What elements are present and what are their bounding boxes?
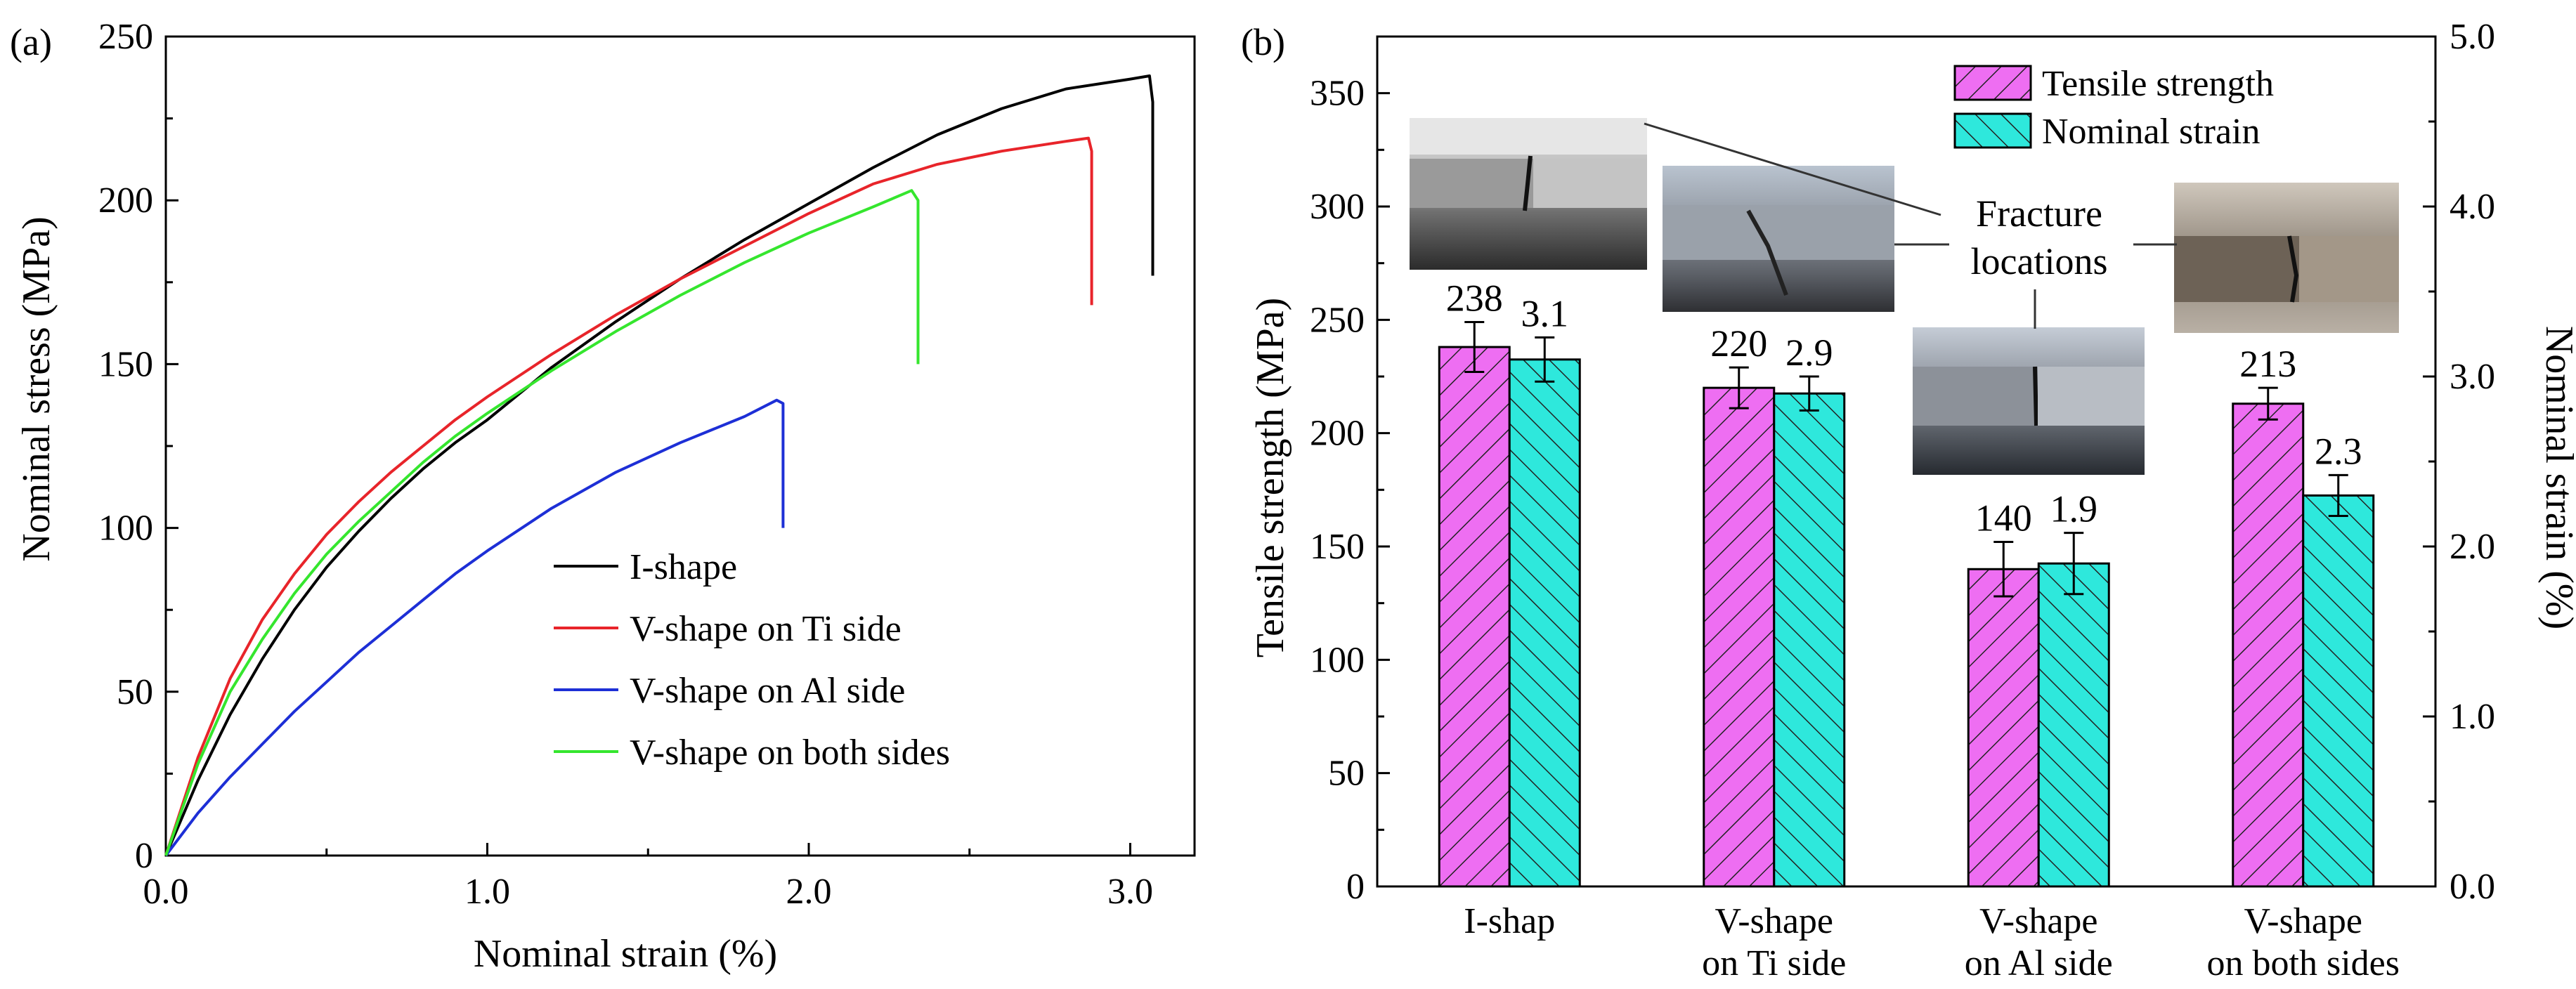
series-line-v-shape-on-both-sides bbox=[164, 189, 920, 856]
bar-nominal-strain-3 bbox=[2302, 494, 2375, 888]
legend-text-tensile-strength: Tensile strength bbox=[2042, 64, 2274, 104]
photo-i-shape-crack bbox=[1523, 155, 1533, 211]
value-label-nominal-strain-2: 1.9 bbox=[2050, 488, 2098, 530]
bar-tensile-strength-1 bbox=[1703, 386, 1776, 888]
panel-a: (a) 0 50 100 150 200 250 0.0 1.0 2.0 3.0 Nominal … bbox=[10, 17, 1196, 976]
right-y-tick-label-5.0: 5.0 bbox=[2450, 17, 2495, 57]
legend-item-v-shape-both: V-shape on both sides bbox=[554, 733, 950, 773]
value-label-tensile-strength-3: 213 bbox=[2239, 343, 2296, 385]
left-y-tick-label-350: 350 bbox=[1310, 74, 1365, 114]
panel-b-y2-axis-title: Nominal strain (%) bbox=[2537, 326, 2576, 629]
legend-text-v-shape-al: V-shape on Al side bbox=[630, 671, 905, 711]
right-y-tick-label-3.0: 3.0 bbox=[2450, 357, 2495, 397]
panel-b-legend: Tensile strength Nominal strain bbox=[1953, 64, 2274, 152]
photo-v-al-crack bbox=[2033, 366, 2038, 426]
category-label-v-shape-on-both-sides-0: V-shape bbox=[2244, 901, 2363, 941]
value-label-nominal-strain-1: 2.9 bbox=[1785, 332, 1833, 374]
value-label-tensile-strength-2: 140 bbox=[1975, 497, 2032, 539]
legend-text-nominal-strain: Nominal strain bbox=[2042, 112, 2260, 152]
right-y-tick-label-1.0: 1.0 bbox=[2450, 697, 2495, 737]
left-y-tick-label-0: 0 bbox=[1346, 867, 1365, 907]
y-tick-label-150: 150 bbox=[98, 344, 153, 384]
y-tick-label-100: 100 bbox=[98, 509, 153, 549]
panel-a-tick-labels: 0 50 100 150 200 250 0.0 1.0 2.0 3.0 bbox=[98, 17, 1153, 912]
legend-text-i-shape: I-shape bbox=[630, 547, 737, 587]
right-y-tick-label-0.0: 0.0 bbox=[2450, 867, 2495, 907]
fracture-locations-annotation: Fracture locations bbox=[1644, 122, 2177, 329]
left-y-tick-label-100: 100 bbox=[1310, 640, 1365, 680]
category-label-v-shape-on-both-sides-1: on both sides bbox=[2207, 943, 2400, 983]
panel-b-y-axis-title: Tensile strength (MPa) bbox=[1249, 298, 1292, 657]
left-y-tick-label-200: 200 bbox=[1310, 414, 1365, 454]
photo-v-ti-crack bbox=[1746, 209, 1788, 296]
legend-text-v-shape-both: V-shape on both sides bbox=[630, 733, 950, 773]
panel-b-tick-labels: 0 50 100 150 200 250 300 350 0.0 1.0 2.0 3.0 4.0 5.0 I… bbox=[1310, 17, 2495, 983]
value-label-nominal-strain-3: 2.3 bbox=[2315, 430, 2362, 472]
panel-a-series-group bbox=[164, 74, 1154, 857]
series-line-v-shape-on-ti-side bbox=[164, 136, 1093, 856]
panel-a-legend: I-shape V-shape on Ti side V-shape on Al… bbox=[554, 547, 950, 773]
fracture-pointer-1 bbox=[1644, 122, 1941, 216]
panel-a-x-axis-title: Nominal strain (%) bbox=[474, 932, 777, 976]
x-tick-label-1.0: 1.0 bbox=[464, 872, 510, 912]
fracture-photo-v-shape-both bbox=[2174, 183, 2399, 333]
legend-item-v-shape-al: V-shape on Al side bbox=[554, 671, 905, 711]
bar-tensile-strength-2 bbox=[1967, 568, 2040, 888]
panel-b-axes bbox=[1376, 35, 2437, 888]
photo-i-shape-right-metal bbox=[1533, 159, 1647, 208]
legend-item-v-shape-ti: V-shape on Ti side bbox=[554, 609, 902, 649]
photo-i-shape-sky bbox=[1410, 118, 1647, 155]
legend-swatch-nominal-strain bbox=[1953, 112, 2032, 149]
legend-item-i-shape: I-shape bbox=[554, 547, 737, 587]
y-tick-label-200: 200 bbox=[98, 181, 153, 221]
legend-swatch-tensile-strength bbox=[1953, 65, 2032, 101]
fracture-photo-v-shape-al bbox=[1913, 327, 2145, 475]
legend-text-v-shape-ti: V-shape on Ti side bbox=[630, 609, 902, 649]
fracture-label-line-1: Fracture bbox=[1976, 192, 2102, 235]
x-tick-label-2.0: 2.0 bbox=[786, 872, 832, 912]
panel-b-label: (b) bbox=[1241, 21, 1285, 63]
panel-a-label: (a) bbox=[10, 21, 52, 63]
y-tick-label-250: 250 bbox=[98, 17, 153, 57]
x-tick-label-3.0: 3.0 bbox=[1107, 872, 1153, 912]
right-y-tick-label-2.0: 2.0 bbox=[2450, 527, 2495, 567]
fracture-label-line-2: locations bbox=[1971, 240, 2108, 282]
photo-v-both-right-metal bbox=[2299, 236, 2399, 302]
bar-nominal-strain-1 bbox=[1773, 392, 1846, 888]
series-line-i-shape bbox=[164, 74, 1154, 856]
left-y-tick-label-150: 150 bbox=[1310, 527, 1365, 567]
right-y-tick-label-4.0: 4.0 bbox=[2450, 187, 2495, 227]
photo-v-both-crack bbox=[2287, 235, 2299, 303]
category-label-i-shap-0: I-shap bbox=[1464, 901, 1555, 941]
bar-tensile-strength-3 bbox=[2232, 402, 2305, 888]
category-label-v-shape-on-ti-side-1: on Ti side bbox=[1702, 943, 1846, 983]
category-label-v-shape-on-al-side-1: on Al side bbox=[1965, 943, 2113, 983]
photo-v-ti-plate bbox=[1663, 205, 1894, 260]
panel-b-bars bbox=[1438, 321, 2375, 888]
left-y-tick-label-300: 300 bbox=[1310, 187, 1365, 227]
series-line-v-shape-on-al-side bbox=[164, 398, 785, 857]
y-tick-label-0: 0 bbox=[135, 836, 153, 876]
x-tick-label-0.0: 0.0 bbox=[143, 872, 189, 912]
left-y-tick-label-50: 50 bbox=[1328, 754, 1365, 794]
panel-b: (b) 0 50 100 150 200 250 300 350 0.0 1.0 2.0 3.0 4.0… bbox=[1241, 17, 2576, 983]
bar-nominal-strain-2 bbox=[2037, 562, 2110, 888]
value-label-tensile-strength-1: 220 bbox=[1710, 322, 1767, 365]
fracture-photo-i-shape bbox=[1410, 118, 1647, 270]
panel-a-y-axis-title: Nominal stress (MPa) bbox=[15, 216, 58, 562]
left-y-tick-label-250: 250 bbox=[1310, 300, 1365, 340]
y-tick-label-50: 50 bbox=[117, 672, 153, 712]
bar-nominal-strain-0 bbox=[1508, 358, 1581, 888]
value-label-nominal-strain-0: 3.1 bbox=[1521, 292, 1569, 334]
fracture-photo-v-shape-ti bbox=[1663, 166, 1894, 312]
category-label-v-shape-on-ti-side-0: V-shape bbox=[1715, 901, 1834, 941]
value-label-tensile-strength-0: 238 bbox=[1446, 277, 1503, 320]
bar-tensile-strength-0 bbox=[1438, 346, 1511, 888]
category-label-v-shape-on-al-side-0: V-shape bbox=[1979, 901, 2098, 941]
photo-v-al-right-metal bbox=[2038, 367, 2145, 426]
